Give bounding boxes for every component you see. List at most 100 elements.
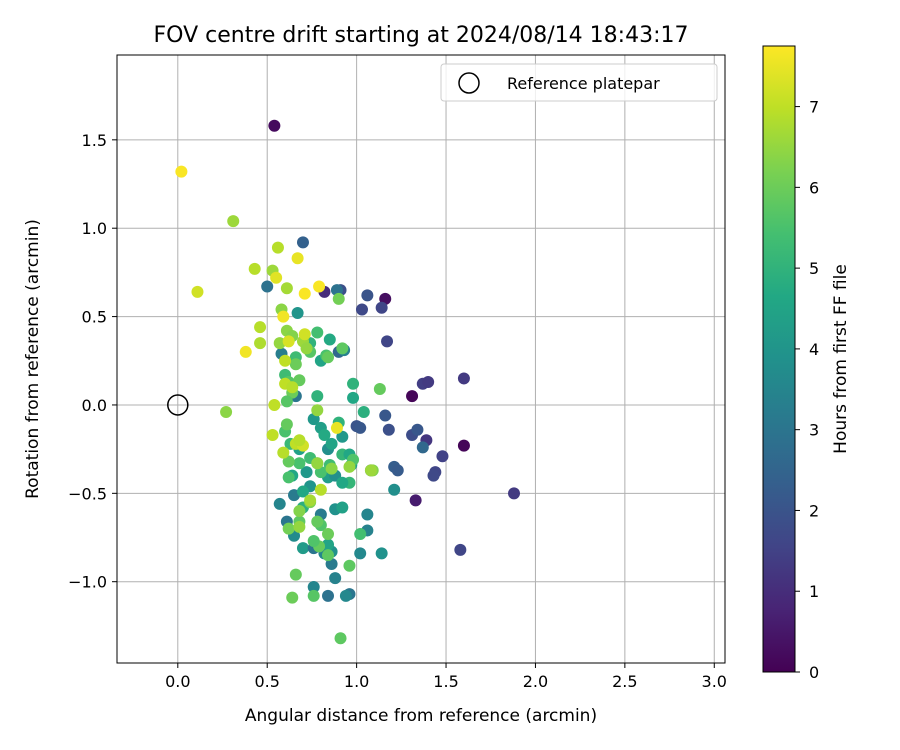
data-point (270, 271, 283, 284)
data-point (298, 328, 311, 341)
data-point (227, 215, 240, 228)
colorbar-tick-label: 4 (809, 340, 819, 359)
colorbar-tick-label: 0 (809, 663, 819, 682)
data-point (268, 119, 281, 132)
data-point (322, 351, 335, 364)
data-point (293, 520, 306, 533)
x-axis-label: Angular distance from reference (arcmin) (245, 706, 597, 726)
data-point (336, 430, 349, 443)
data-point (322, 589, 335, 602)
data-point (307, 535, 320, 548)
data-point (322, 549, 335, 562)
data-point (311, 404, 324, 417)
data-point (254, 321, 267, 334)
y-axis-label: Rotation from reference (arcmin) (23, 219, 43, 499)
data-point (279, 354, 292, 367)
data-point (325, 462, 338, 475)
data-point (311, 390, 324, 403)
reference-platepar-marker (167, 394, 189, 416)
data-point (311, 457, 324, 470)
x-tick-label: 3.0 (702, 672, 727, 691)
data-point (409, 494, 422, 507)
colorbar-tick-label: 1 (809, 582, 819, 601)
data-point (286, 381, 299, 394)
data-point (347, 377, 360, 390)
data-point (313, 280, 326, 293)
legend-label: Reference platepar (507, 74, 660, 93)
data-point (436, 450, 449, 463)
grid-lines (117, 55, 725, 663)
reference-marker-group (167, 394, 189, 416)
data-point (280, 418, 293, 431)
data-point (311, 515, 324, 528)
x-tick-label: 1.0 (344, 672, 369, 691)
data-point (175, 165, 188, 178)
data-point (289, 358, 302, 371)
data-point (280, 282, 293, 295)
y-axis-ticks: −1.0 −0.5 0.0 0.5 1.0 1.5 (68, 131, 117, 592)
data-point (325, 437, 338, 450)
colorbar-tick-label: 5 (809, 259, 819, 278)
data-point (355, 303, 368, 316)
data-point (354, 527, 367, 540)
data-point (411, 423, 424, 436)
data-point (293, 457, 306, 470)
data-point (282, 471, 295, 484)
data-point (343, 559, 356, 572)
y-tick-label: 0.0 (82, 396, 107, 415)
data-point (314, 483, 327, 496)
colorbar-label: Hours from first FF file (831, 264, 851, 454)
data-point (329, 572, 342, 585)
x-tick-label: 2.5 (612, 672, 637, 691)
data-point (322, 527, 335, 540)
data-point (457, 372, 470, 385)
colorbar-tick-label: 3 (809, 421, 819, 440)
data-point (427, 469, 440, 482)
data-point (454, 543, 467, 556)
data-point (300, 342, 313, 355)
data-point (336, 501, 349, 514)
data-point (273, 497, 286, 510)
chart-title: FOV centre drift starting at 2024/08/14 … (154, 23, 689, 48)
data-point (347, 391, 360, 404)
colorbar-tick-label: 7 (809, 98, 819, 117)
legend: Reference platepar (440, 63, 718, 102)
data-point (277, 310, 290, 323)
y-tick-label: 1.0 (82, 219, 107, 238)
data-point (361, 508, 374, 521)
plot-area (117, 55, 725, 663)
data-point (334, 632, 347, 645)
data-point (291, 307, 304, 320)
data-point (296, 542, 309, 555)
data-point (296, 236, 309, 249)
data-point (375, 547, 388, 560)
data-point (361, 289, 374, 302)
data-point (296, 485, 309, 498)
data-point (261, 280, 274, 293)
colorbar-gradient (762, 45, 796, 673)
data-point (354, 547, 367, 560)
x-tick-label: 0.0 (165, 672, 190, 691)
data-point (271, 241, 284, 254)
data-point (357, 406, 370, 419)
y-tick-label: −0.5 (68, 484, 107, 503)
data-point (318, 429, 331, 441)
data-point (239, 345, 252, 358)
legend-box (440, 63, 718, 102)
data-point (248, 262, 261, 275)
data-point (300, 466, 313, 479)
data-point (289, 568, 302, 581)
data-point (307, 581, 320, 593)
reference-circle-icon (458, 72, 480, 94)
x-axis-ticks: 0.0 0.5 1.0 1.5 2.0 2.5 3.0 (165, 663, 727, 691)
x-tick-label: 0.5 (254, 672, 279, 691)
data-point (322, 538, 335, 551)
data-point (416, 441, 429, 454)
data-point (280, 395, 293, 408)
data-point (364, 464, 377, 477)
data-point (382, 423, 395, 436)
data-point (220, 406, 233, 419)
data-point (381, 335, 394, 348)
data-point (273, 337, 286, 350)
x-tick-label: 2.0 (523, 672, 548, 691)
